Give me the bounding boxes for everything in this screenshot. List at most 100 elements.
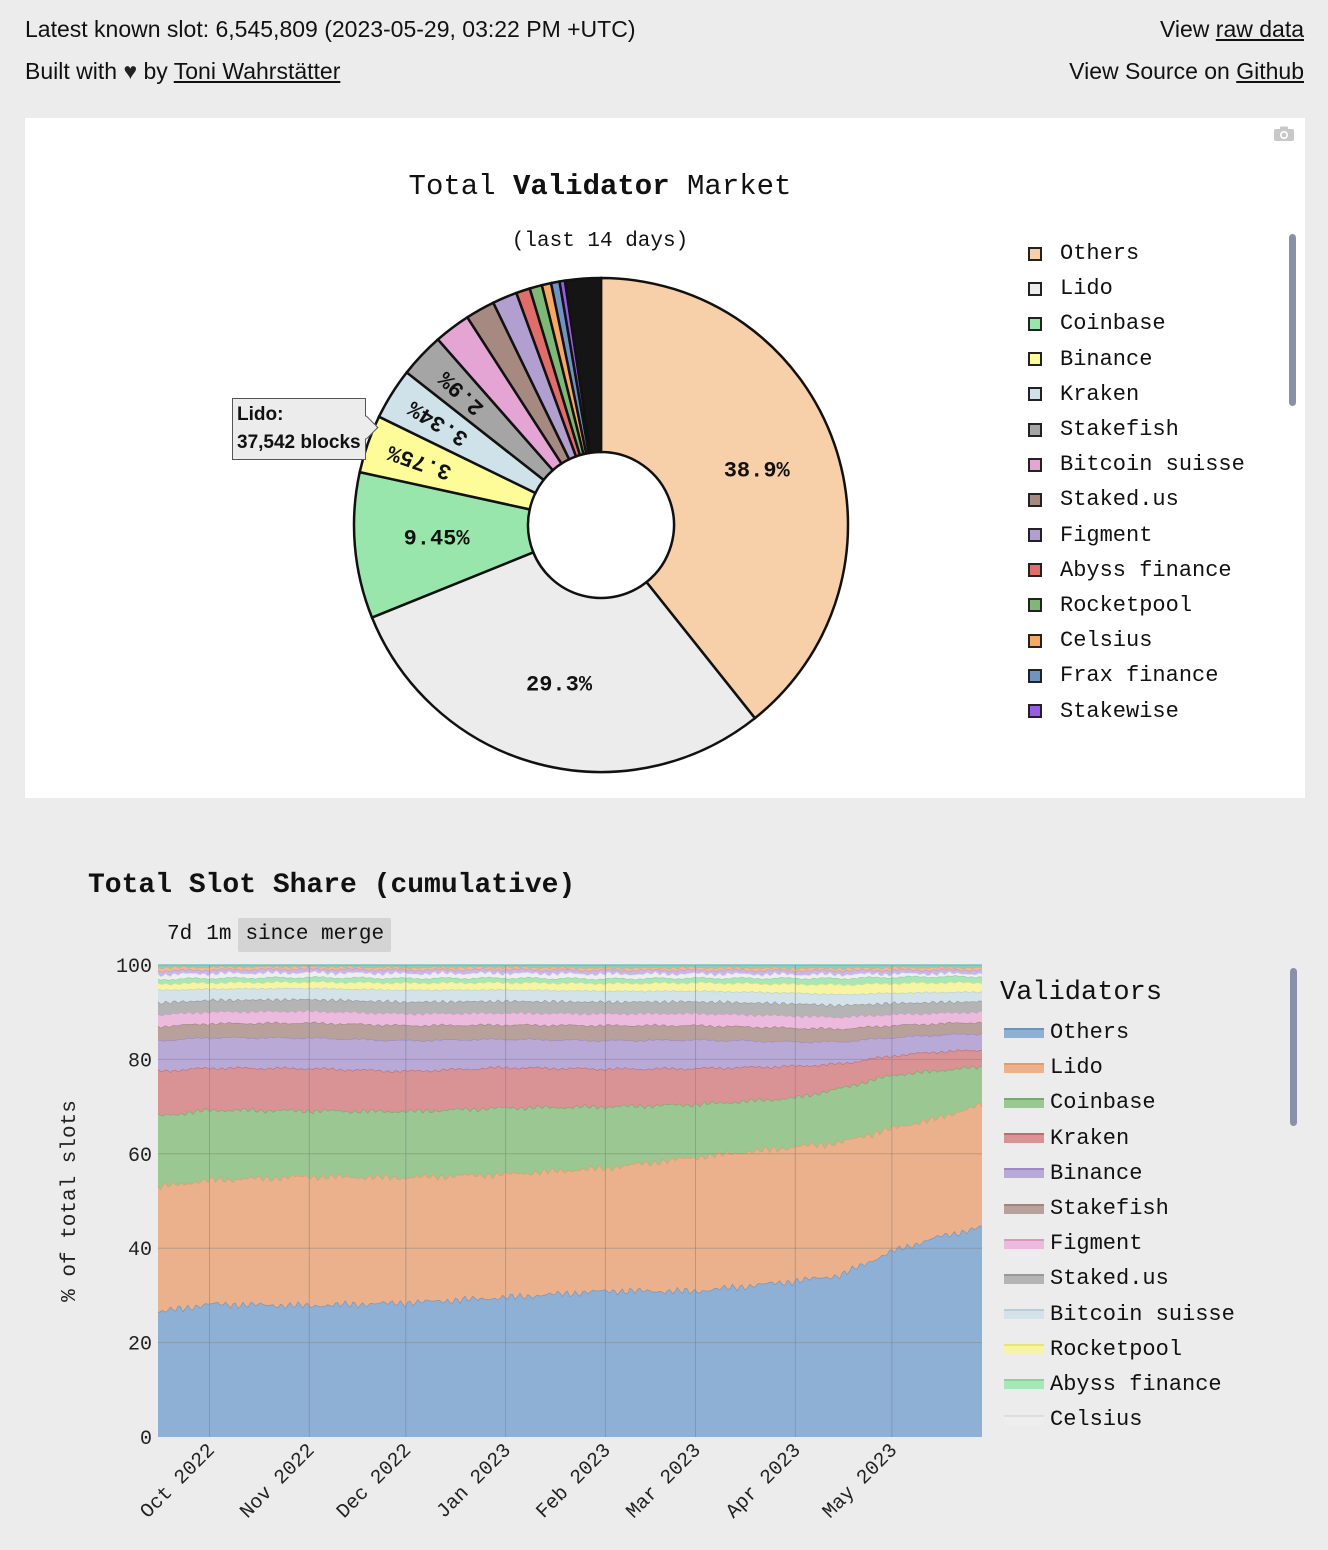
author-link[interactable]: Toni Wahrstätter xyxy=(173,57,341,84)
pie-slice-remaining[interactable] xyxy=(563,276,603,455)
pie-legend-item-stakefish[interactable]: Stakefish xyxy=(1028,412,1245,447)
area-legend-item-coinbase[interactable]: Coinbase xyxy=(1000,1085,1235,1120)
area-series-abyss-finance-line xyxy=(157,974,983,981)
area-legend-item-kraken[interactable]: Kraken xyxy=(1000,1121,1235,1156)
pie-subtitle: (last 14 days) xyxy=(511,230,689,253)
legend-swatch xyxy=(1004,1027,1044,1038)
legend-swatch xyxy=(1028,492,1042,507)
pie-legend-item-rocketpool[interactable]: Rocketpool xyxy=(1028,588,1245,623)
legend-label: Celsius xyxy=(1050,1407,1143,1433)
pie-slice-coinbase[interactable] xyxy=(352,470,535,620)
area-series-unlabeled-12[interactable] xyxy=(158,967,982,977)
legend-swatch xyxy=(1028,563,1042,578)
pie-legend-item-figment[interactable]: Figment xyxy=(1028,518,1245,553)
pie-legend-item-staked-us[interactable]: Staked.us xyxy=(1028,482,1245,517)
built-with-text: Built with xyxy=(25,57,118,84)
legend-label: Staked.us xyxy=(1060,487,1179,513)
built-with-wrapper: Built with ♥ by Toni Wahrstätter xyxy=(25,58,340,85)
pie-legend-item-binance[interactable]: Binance xyxy=(1028,342,1245,377)
tooltip-name: Lido: xyxy=(237,404,284,425)
area-series-others[interactable] xyxy=(158,1225,982,1438)
pie-legend-item-celsius[interactable]: Celsius xyxy=(1028,623,1245,658)
area-legend-item-abyss-finance[interactable]: Abyss finance xyxy=(1000,1367,1235,1402)
pie-legend-item-coinbase[interactable]: Coinbase xyxy=(1028,306,1245,341)
area-series-abyss-finance[interactable] xyxy=(158,975,982,986)
legend-swatch xyxy=(1028,668,1042,683)
legend-swatch xyxy=(1004,1062,1044,1073)
pie-text-others: 38.9% xyxy=(724,458,791,483)
area-legend-item-stakefish[interactable]: Stakefish xyxy=(1000,1191,1235,1226)
area-series-stakefish[interactable] xyxy=(158,1021,982,1043)
area-legend-item-binance[interactable]: Binance xyxy=(1000,1156,1235,1191)
legend-swatch xyxy=(1004,1309,1044,1320)
camera-icon[interactable] xyxy=(1273,126,1295,142)
legend-label: Kraken xyxy=(1050,1125,1130,1151)
area-series-lido[interactable] xyxy=(158,1102,982,1313)
area-series-coinbase[interactable] xyxy=(158,1065,982,1190)
raw-data-link[interactable]: raw data xyxy=(1215,15,1304,42)
legend-swatch xyxy=(1004,1414,1044,1425)
pie-legend-item-frax-finance[interactable]: Frax finance xyxy=(1028,658,1245,693)
range-selector: 7d 1m since merge xyxy=(160,918,392,952)
area-series-binance[interactable] xyxy=(158,1033,982,1073)
legend-swatch xyxy=(1004,1168,1044,1179)
legend-label: Stakewise xyxy=(1060,698,1179,724)
legend-label: Coinbase xyxy=(1050,1090,1156,1116)
area-legend-items: Others Lido Coinbase Kraken Binance Stakefish… xyxy=(1000,1015,1235,1437)
legend-swatch xyxy=(1028,422,1042,437)
area-series-rocketpool[interactable] xyxy=(158,980,982,995)
pie-chart-panel: Total Validator Market (last 14 days) 38… xyxy=(25,118,1305,798)
pie-tooltip: Lido: 37,542 blocks xyxy=(232,398,366,460)
area-series-figment[interactable] xyxy=(158,1009,982,1030)
area-series-kraken[interactable] xyxy=(158,1049,982,1116)
area-legend-item-celsius[interactable]: Celsius xyxy=(1000,1402,1235,1437)
github-link[interactable]: Github xyxy=(1236,57,1304,84)
pie-legend-item-abyss-finance[interactable]: Abyss finance xyxy=(1028,553,1245,588)
pie-slice-lido[interactable] xyxy=(370,550,757,774)
range-button-7d[interactable]: 7d xyxy=(167,923,193,946)
y-tick-label: 40 xyxy=(128,1239,152,1262)
legend-label: Stakefish xyxy=(1050,1196,1169,1222)
area-legend-item-bitcoin-suisse[interactable]: Bitcoin suisse xyxy=(1000,1297,1235,1332)
area-legend-item-others[interactable]: Others xyxy=(1000,1015,1235,1050)
pie-legend-item-stakewise[interactable]: Stakewise xyxy=(1028,693,1245,728)
area-legend-item-staked-us[interactable]: Staked.us xyxy=(1000,1261,1235,1296)
legend-label: Bitcoin suisse xyxy=(1050,1301,1235,1327)
raw-data-wrapper: View raw data xyxy=(1160,16,1304,43)
pie-legend-item-kraken[interactable]: Kraken xyxy=(1028,377,1245,412)
range-button-1m[interactable]: 1m xyxy=(206,923,232,946)
pie-slice-others[interactable] xyxy=(599,276,850,720)
pie-legend-scrollbar[interactable] xyxy=(1289,234,1296,406)
source-wrapper: View Source on Github xyxy=(1069,58,1304,85)
x-tick-label: Mar 2023 xyxy=(622,1440,706,1524)
area-series-rocketpool-line xyxy=(157,980,983,987)
range-button-since-merge[interactable]: since merge xyxy=(238,918,392,952)
area-series-unlabeled-14[interactable] xyxy=(158,965,982,970)
pie-legend-item-bitcoin-suisse[interactable]: Bitcoin suisse xyxy=(1028,447,1245,482)
area-legend-item-rocketpool[interactable]: Rocketpool xyxy=(1000,1332,1235,1367)
legend-label: Figment xyxy=(1050,1231,1143,1257)
legend-label: Staked.us xyxy=(1050,1266,1169,1292)
area-legend-item-figment[interactable]: Figment xyxy=(1000,1226,1235,1261)
legend-label: Figment xyxy=(1060,522,1153,548)
area-legend-scrollbar[interactable] xyxy=(1290,968,1297,1126)
area-series-bitcoin-suisse[interactable] xyxy=(158,987,982,1007)
area-series-celsius-line xyxy=(157,969,983,978)
heart-icon: ♥ xyxy=(123,57,138,84)
area-series-celsius[interactable] xyxy=(158,970,982,981)
pie-text-lido: 29.3% xyxy=(526,672,593,697)
area-legend-item-lido[interactable]: Lido xyxy=(1000,1050,1235,1085)
x-tick-label: May 2023 xyxy=(819,1440,903,1524)
area-series-staked-us[interactable] xyxy=(158,998,982,1018)
legend-label: Others xyxy=(1060,241,1140,267)
area-series-unlabeled-13[interactable] xyxy=(158,965,982,973)
pie-legend-item-others[interactable]: Others xyxy=(1028,236,1245,271)
header-bar: Latest known slot: 6,545,809 (2023-05-29… xyxy=(25,8,1304,92)
legend-label: Frax finance xyxy=(1060,663,1219,689)
y-tick-label: 20 xyxy=(128,1334,152,1357)
legend-swatch xyxy=(1004,1133,1044,1144)
x-tick-label: Oct 2022 xyxy=(136,1440,220,1524)
pie-legend-item-lido[interactable]: Lido xyxy=(1028,271,1245,306)
area-chart-title: Total Slot Share (cumulative) xyxy=(88,870,576,901)
pie-text-coinbase: 9.45% xyxy=(404,527,471,552)
